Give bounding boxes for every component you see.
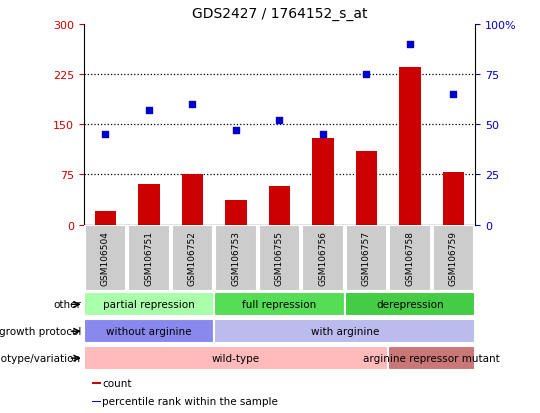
Bar: [84, 319, 214, 344]
Bar: [84, 346, 388, 370]
Bar: [312, 138, 334, 225]
Point: [362, 71, 371, 78]
Text: growth protocol: growth protocol: [0, 326, 81, 337]
Text: without arginine: without arginine: [106, 326, 192, 337]
Bar: [138, 185, 160, 225]
Text: derepression: derepression: [376, 299, 444, 310]
Bar: [399, 68, 421, 225]
Bar: [259, 225, 300, 291]
Text: genotype/variation: genotype/variation: [0, 353, 81, 363]
Text: GSM106504: GSM106504: [101, 231, 110, 285]
Bar: [92, 382, 101, 384]
Bar: [355, 152, 377, 225]
Bar: [214, 292, 345, 317]
Text: GSM106759: GSM106759: [449, 231, 458, 285]
Bar: [268, 187, 291, 225]
Bar: [181, 175, 204, 225]
Bar: [389, 225, 431, 291]
Bar: [214, 319, 475, 344]
Text: count: count: [103, 378, 132, 388]
Text: with arginine: with arginine: [310, 326, 379, 337]
Bar: [172, 225, 213, 291]
Text: GSM106758: GSM106758: [406, 231, 415, 285]
Text: full repression: full repression: [242, 299, 316, 310]
Text: percentile rank within the sample: percentile rank within the sample: [103, 396, 278, 406]
Point: [145, 108, 153, 114]
Text: GSM106755: GSM106755: [275, 231, 284, 285]
Text: GSM106753: GSM106753: [232, 231, 240, 285]
Bar: [388, 346, 475, 370]
Bar: [225, 200, 247, 225]
Point: [319, 132, 327, 138]
Point: [188, 102, 197, 108]
Text: partial repression: partial repression: [103, 299, 195, 310]
Text: GSM106756: GSM106756: [319, 231, 327, 285]
Point: [232, 128, 240, 134]
Bar: [345, 292, 475, 317]
Title: GDS2427 / 1764152_s_at: GDS2427 / 1764152_s_at: [192, 7, 367, 21]
Bar: [85, 225, 126, 291]
Point: [406, 42, 414, 48]
Text: other: other: [53, 299, 81, 310]
Bar: [94, 212, 116, 225]
Point: [101, 132, 110, 138]
Text: wild-type: wild-type: [212, 353, 260, 363]
Bar: [433, 225, 474, 291]
Bar: [128, 225, 170, 291]
Bar: [443, 173, 464, 225]
Point: [275, 118, 284, 124]
Text: GSM106751: GSM106751: [145, 231, 153, 285]
Bar: [92, 401, 101, 402]
Point: [449, 92, 458, 98]
Text: GSM106752: GSM106752: [188, 231, 197, 285]
Bar: [84, 292, 214, 317]
Bar: [346, 225, 387, 291]
Text: arginine repressor mutant: arginine repressor mutant: [363, 353, 500, 363]
Bar: [215, 225, 257, 291]
Text: GSM106757: GSM106757: [362, 231, 371, 285]
Bar: [302, 225, 344, 291]
